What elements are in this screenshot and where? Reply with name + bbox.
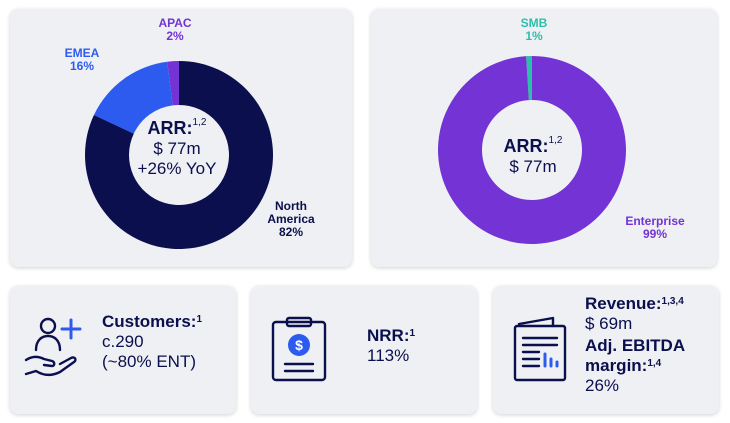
donut-slice-smb: [526, 56, 532, 101]
customers-enterprise-share: (~80% ENT): [102, 352, 196, 371]
dollar-clipboard-icon: $: [271, 316, 327, 382]
slice-label-enterprise: Enterprise 99%: [625, 214, 685, 241]
arr-by-region-donut: [85, 61, 273, 249]
nrr-card: $ NRR:1 113%: [251, 286, 477, 414]
slice-label-smb: SMB 1%: [520, 16, 548, 43]
newspaper-report-icon: [513, 316, 567, 382]
ebitda-margin-value: 26%: [585, 376, 620, 395]
arr-by-segment-donut: [437, 56, 626, 245]
revenue-kpi: Revenue:1,3,4 $ 69m Adj. EBITDA margin:1…: [585, 294, 717, 396]
customers-count: c.290: [102, 332, 144, 351]
slice-label-north-america: North America 82%: [267, 199, 315, 239]
donut-slice-north-america: [85, 61, 273, 249]
donut-center-text: ARR:1,2 $ 77m +26% YoY: [117, 117, 237, 179]
arr-by-region-card: APAC 2% EMEA 16% North America 82% ARR:1…: [10, 9, 352, 267]
ebitda-margin-title: margin:1,4: [585, 356, 662, 375]
revenue-value: $ 69m: [585, 314, 633, 333]
nrr-value: 113%: [367, 346, 410, 365]
arr-footnote: 1,2: [192, 117, 207, 128]
arr-by-segment-card: SMB 1% Enterprise 99% ARR:1,2 $ 77m: [371, 9, 717, 267]
arr-title: ARR:: [147, 118, 193, 138]
revenue-card: Revenue:1,3,4 $ 69m Adj. EBITDA margin:1…: [493, 286, 719, 414]
customers-card: Customers:1 c.290 (~80% ENT): [10, 286, 236, 414]
customer-hand-icon: [24, 317, 82, 377]
arr-footnote: 1,2: [548, 135, 563, 146]
customers-title: Customers:1: [102, 312, 203, 331]
revenue-title: Revenue:1,3,4: [585, 294, 684, 313]
nrr-title: NRR:1: [367, 326, 416, 345]
donut-slice-apac: [167, 61, 179, 106]
arr-growth: +26% YoY: [137, 159, 217, 178]
slice-label-emea: EMEA 16%: [64, 46, 100, 73]
ebitda-title: Adj. EBITDA: [585, 336, 686, 355]
arr-value: $ 77m: [509, 157, 557, 176]
svg-text:$: $: [295, 337, 303, 353]
donut-center-text: ARR:1,2 $ 77m: [473, 135, 593, 177]
donut-slice-enterprise: [437, 56, 626, 245]
arr-value: $ 77m: [153, 139, 201, 158]
slice-label-apac: APAC 2%: [158, 16, 192, 43]
donut-slice-emea: [93, 61, 173, 134]
arr-title: ARR:: [503, 136, 549, 156]
customers-kpi: Customers:1 c.290 (~80% ENT): [102, 312, 234, 372]
nrr-kpi: NRR:1 113%: [367, 326, 467, 366]
